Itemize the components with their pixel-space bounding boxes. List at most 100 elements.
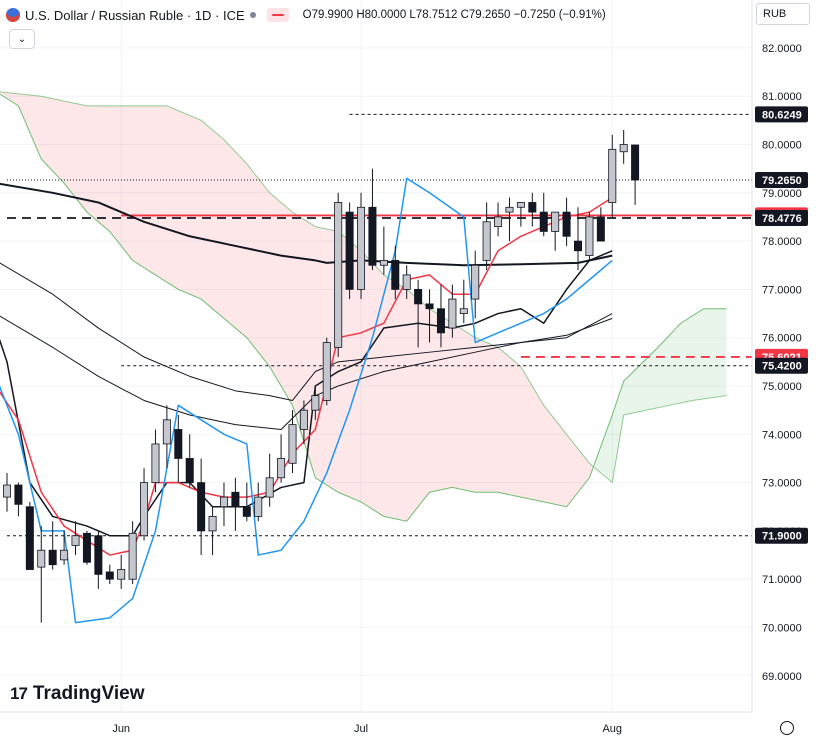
candle-body <box>219 496 228 508</box>
candle-body <box>174 429 183 459</box>
candle-body <box>140 482 149 537</box>
candle-body <box>345 211 354 290</box>
candle-body <box>585 216 594 256</box>
candle-body <box>71 535 80 546</box>
candle-body <box>539 211 548 232</box>
price-tick-label: 78.0000 <box>762 236 802 248</box>
indicator-line <box>0 177 613 624</box>
candle-body <box>277 458 286 479</box>
price-tick-label: 79.0000 <box>762 188 802 200</box>
market-status-icon <box>249 12 256 18</box>
collapse-chevron-button[interactable]: ⌄ <box>9 29 35 49</box>
candle-body <box>516 202 525 208</box>
price-tick-label: 69.0000 <box>762 671 802 683</box>
candle-body <box>357 206 366 290</box>
settings-gear-icon[interactable] <box>780 721 794 735</box>
candle-body <box>562 211 571 237</box>
symbol-header[interactable]: U.S. Dollar / Russian Ruble · 1D · ICE O… <box>6 5 606 25</box>
candle-body <box>311 395 320 411</box>
price-tick-label: 70.0000 <box>762 623 802 635</box>
candle-body <box>242 506 251 517</box>
indicator-line <box>0 262 613 401</box>
candle-body <box>551 211 560 232</box>
candle-body <box>619 144 628 153</box>
candle-body <box>265 477 274 498</box>
candle-body <box>82 532 91 563</box>
ohlc-values: O79.9900 H80.0000 L78.7512 C79.2650 −0.7… <box>302 9 606 21</box>
candle-body <box>162 419 171 445</box>
candle-body <box>391 260 400 290</box>
price-label-box <box>755 172 808 189</box>
price-label-box <box>755 357 808 374</box>
candle-body <box>448 298 457 329</box>
tradingview-logo-text: TradingView <box>32 683 145 704</box>
price-tick-label: 75.0000 <box>762 381 802 393</box>
price-tick-label: 80.0000 <box>762 140 802 152</box>
tradingview-logo[interactable]: 17 TradingView <box>10 683 145 705</box>
flag-icon <box>6 8 20 22</box>
candle-body <box>608 148 617 203</box>
price-label-value: 79.2650 <box>762 175 802 187</box>
candle-body <box>334 202 343 348</box>
price-label-value: 75.4200 <box>762 361 802 373</box>
indicator-toggle-icon[interactable] <box>266 8 289 22</box>
senkou-span-a <box>0 93 727 522</box>
currency-button[interactable]: RUB <box>756 3 810 25</box>
price-tick-label: 73.0000 <box>762 478 802 490</box>
price-tick-label: 71.0000 <box>762 574 802 586</box>
price-label-box <box>755 210 808 227</box>
price-tick-label: 76.0000 <box>762 333 802 345</box>
candle-body <box>505 206 514 213</box>
price-tick-label: 81.0000 <box>762 91 802 103</box>
candle-body <box>322 342 331 401</box>
ichimoku-cloud <box>595 308 727 483</box>
price-label-box <box>755 527 808 544</box>
candle-body <box>25 506 34 570</box>
candle-body <box>402 274 411 290</box>
candle-body <box>459 308 468 314</box>
price-tick-label: 74.0000 <box>762 429 802 441</box>
candle-body <box>299 409 308 430</box>
time-tick-label: Jul <box>354 723 368 735</box>
candle-body <box>631 144 640 181</box>
candle-body <box>288 424 297 464</box>
candle-body <box>436 308 445 334</box>
candle-body <box>14 484 23 505</box>
price-label-value: 78.4776 <box>762 213 802 225</box>
ichimoku-cloud <box>0 91 593 522</box>
time-tick-label: Jun <box>112 723 130 735</box>
candle-body <box>3 484 11 498</box>
candle-body <box>48 549 57 566</box>
indicator-line <box>0 250 613 537</box>
candle-body <box>471 264 480 300</box>
candle-body <box>37 549 46 568</box>
candle-body <box>117 569 126 580</box>
candle-body <box>596 216 605 242</box>
candle-body <box>94 535 103 575</box>
candle-body <box>368 206 377 266</box>
price-tick-label: 77.0000 <box>762 284 802 296</box>
candle-body <box>425 303 434 310</box>
price-label-value: 71.9000 <box>762 531 802 543</box>
candle-body <box>254 496 263 517</box>
price-tick-label: 82.0000 <box>762 43 802 55</box>
candle-body <box>185 458 194 484</box>
symbol-title[interactable]: U.S. Dollar / Russian Ruble · 1D · ICE <box>25 7 245 23</box>
price-label-box <box>755 106 808 123</box>
candle-body <box>128 532 137 580</box>
tradingview-logo-icon: 17 <box>10 684 28 703</box>
candle-body <box>528 202 537 213</box>
candle-body <box>574 240 583 252</box>
price-label-value: 80.6249 <box>762 109 802 121</box>
candle-body <box>414 288 423 305</box>
candle-body <box>208 516 217 532</box>
candle-body <box>151 443 160 483</box>
candle-body <box>379 260 388 266</box>
candle-body <box>482 221 491 261</box>
candle-body <box>197 482 206 532</box>
candle-body <box>231 491 240 508</box>
candle-body <box>494 216 503 228</box>
time-tick-label: Aug <box>602 723 622 735</box>
